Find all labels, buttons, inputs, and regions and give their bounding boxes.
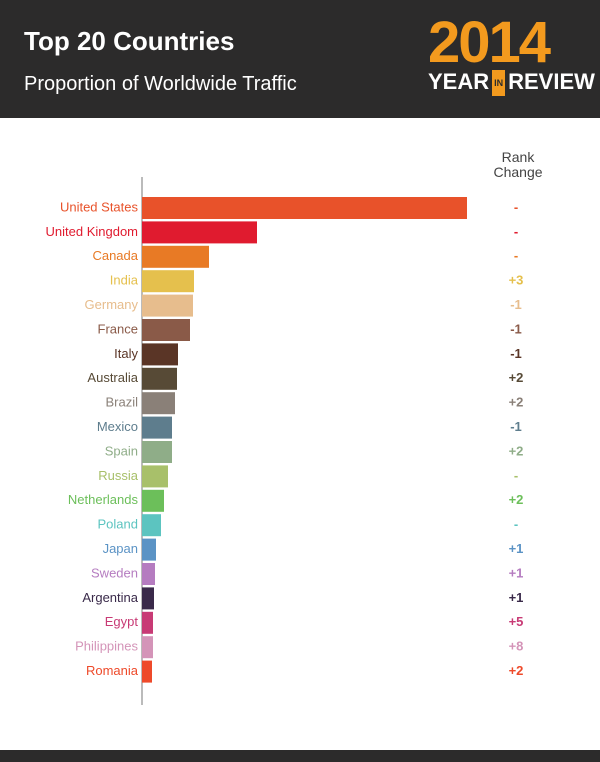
bar: [142, 221, 257, 244]
category-label: Brazil: [105, 395, 138, 410]
subtitle: Proportion of Worldwide Traffic: [24, 73, 297, 95]
rank-change: -1: [510, 297, 522, 312]
rank-change: +1: [509, 541, 524, 556]
category-label: Sweden: [91, 565, 138, 580]
bar: [142, 514, 161, 537]
bar: [142, 343, 178, 366]
rank-change: +2: [509, 443, 524, 458]
category-label: Canada: [92, 248, 138, 263]
logo-year: 2014: [428, 10, 551, 75]
category-label: Netherlands: [68, 492, 139, 507]
rank-change: +3: [509, 273, 524, 288]
rank-change: +1: [509, 590, 524, 605]
category-label: Mexico: [97, 419, 138, 434]
category-label: United Kingdom: [46, 224, 139, 239]
logo-word: YEAR: [428, 69, 490, 94]
category-label: Germany: [85, 297, 139, 312]
rank-change: -: [514, 468, 518, 483]
category-label: Philippines: [75, 639, 138, 654]
bar: [142, 636, 153, 659]
bar: [142, 538, 156, 561]
rank-change: -: [514, 517, 518, 532]
bar: [142, 441, 172, 463]
rank-change: -: [514, 224, 518, 239]
category-label: Spain: [105, 443, 138, 458]
bar: [142, 489, 164, 512]
category-label: Romania: [86, 663, 139, 678]
rank-change: +8: [509, 639, 524, 654]
rank-change: -1: [510, 321, 522, 336]
rank-change: +1: [509, 565, 524, 580]
bar: [142, 294, 193, 317]
bar: [142, 392, 175, 415]
bar: [142, 563, 155, 585]
rank-change: -1: [510, 419, 522, 434]
category-label: Poland: [98, 517, 138, 532]
rank-change-heading: Rank Change: [493, 149, 543, 180]
title: Top 20 Countries: [24, 26, 235, 56]
rank-change: +5: [509, 614, 524, 629]
category-label: Italy: [114, 346, 138, 361]
rank-change: -1: [510, 346, 522, 361]
rank-change: +2: [509, 395, 524, 410]
logo-in: IN: [492, 70, 506, 97]
bar: [142, 270, 194, 293]
bar: [142, 587, 154, 610]
rank-change: +2: [509, 370, 524, 385]
bar: [142, 465, 168, 488]
bar: [142, 416, 172, 439]
rank-change: +2: [509, 663, 524, 678]
bar: [142, 611, 153, 634]
logo-word: REVIEW: [508, 69, 595, 94]
bar: [142, 660, 152, 683]
logo-text: YEAR IN REVIEW: [428, 69, 595, 97]
header: Top 20 Countries Proportion of Worldwide…: [0, 0, 600, 118]
bar: [142, 197, 467, 219]
rank-change: -: [514, 248, 518, 263]
footer-bar: [0, 750, 600, 762]
category-label: Australia: [87, 370, 138, 385]
category-label: Japan: [103, 541, 138, 556]
category-label: India: [110, 273, 139, 288]
bar: [142, 245, 209, 268]
category-label: Egypt: [105, 614, 139, 629]
category-label: Argentina: [82, 590, 138, 605]
rank-change: -: [514, 199, 518, 214]
category-label: United States: [60, 199, 139, 214]
category-label: Russia: [98, 468, 139, 483]
rank-change: +2: [509, 492, 524, 507]
bar: [142, 367, 177, 390]
bar: [142, 319, 190, 341]
category-label: France: [98, 321, 138, 336]
